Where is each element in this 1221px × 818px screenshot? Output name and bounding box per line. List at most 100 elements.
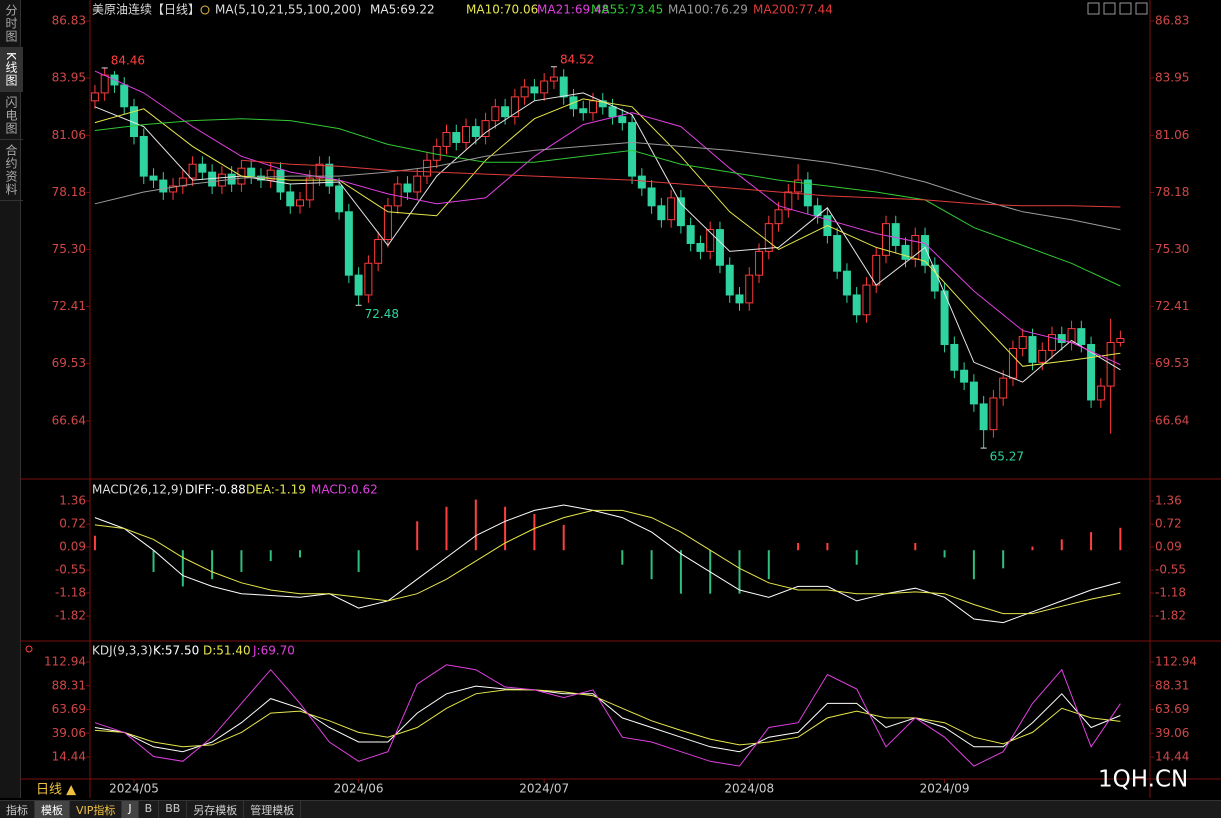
x-tick-label: 2024/06 [334, 782, 384, 796]
candle-body [950, 343, 959, 371]
candle-body [1087, 343, 1096, 401]
candle-body [383, 205, 392, 240]
sidebar: 分时图 K线图 闪电图 合约资料 [0, 0, 23, 798]
y-tick-label: 69.53 [52, 356, 86, 370]
candle-body [520, 86, 529, 98]
candle-body [159, 179, 168, 193]
series-line [94, 689, 1121, 748]
candle-body [198, 163, 207, 173]
legend-entry: MA100:76.29 [668, 3, 748, 17]
candle-body [999, 377, 1008, 399]
candle-body [706, 229, 715, 252]
icon[interactable] [1103, 2, 1116, 15]
y-tick-label: 39.06 [52, 726, 86, 740]
candle-body [325, 163, 334, 187]
side-tab[interactable]: 闪电图 [0, 92, 23, 140]
candle-body [715, 229, 724, 266]
y-tick-label: 0.72 [59, 517, 86, 531]
footer-tab[interactable]: 模板 [35, 801, 70, 818]
candle-body [442, 132, 451, 147]
series-line [94, 504, 1121, 624]
candle-body [735, 294, 744, 304]
y-tick-label: 66.64 [52, 413, 86, 427]
candle-body [725, 264, 734, 296]
series-line [94, 92, 1121, 383]
y-tick-label: -0.55 [55, 563, 86, 577]
candle-body [803, 179, 812, 207]
candle-body [169, 185, 178, 193]
y-tick-label: 75.30 [52, 242, 86, 256]
candle-body [901, 244, 910, 260]
legend-entry: DIFF:-0.88 [185, 483, 246, 497]
y-tick-label: 63.69 [52, 702, 86, 716]
y-tick-label: 86.83 [52, 14, 86, 28]
candle-body [1096, 385, 1105, 401]
series-line [94, 118, 1121, 287]
icon[interactable] [1119, 2, 1132, 15]
legend-entry: MA200:77.44 [753, 3, 833, 17]
candle-body [530, 86, 539, 94]
y-tick-label: 1.36 [59, 493, 86, 507]
side-tab[interactable]: K线图 [0, 48, 23, 92]
y-tick-label: 14.44 [1155, 750, 1189, 764]
toolbar-icons [1087, 2, 1148, 15]
candle-body [589, 100, 598, 114]
candle-body [344, 211, 353, 276]
y-tick-label: -1.82 [1155, 609, 1186, 623]
icon[interactable] [1135, 2, 1148, 15]
series-line [94, 509, 1121, 615]
y-tick-label: 88.31 [1155, 678, 1189, 692]
icon[interactable] [200, 5, 210, 15]
low-label: 65.27 [990, 450, 1024, 464]
y-tick-label: 81.06 [52, 128, 86, 142]
period[interactable]: 日线 ▲ [36, 783, 76, 798]
side-tab[interactable]: 分时图 [0, 0, 23, 48]
series-line [94, 98, 1121, 367]
icon[interactable] [25, 645, 33, 653]
candle-body [745, 274, 754, 304]
footer-tab[interactable]: 管理模板 [244, 801, 302, 818]
candle-body [1028, 336, 1037, 363]
icon[interactable] [1087, 2, 1100, 15]
candle-body [462, 126, 471, 143]
x-tick-label: 2024/07 [519, 782, 569, 796]
footer: 指标 模板 VIP指标 J B BB 另存模板 管理模板 [0, 800, 1221, 818]
candle-body [911, 235, 920, 260]
y-tick-label: 0.72 [1155, 517, 1182, 531]
candle-body [755, 250, 764, 276]
candle-body [471, 126, 480, 137]
candle-body [149, 175, 158, 181]
candle-body [774, 209, 783, 225]
legend-title: MACD(26,12,9) [92, 483, 183, 497]
candle-body [647, 187, 656, 207]
legend-entry: MA5:69.22 [370, 3, 435, 17]
footer-tab[interactable]: VIP指标 [70, 801, 123, 818]
footer-tab[interactable]: B [139, 801, 160, 818]
high-label: 84.52 [560, 52, 594, 66]
candle-body [657, 205, 666, 221]
candle-body [354, 274, 363, 296]
footer-tab[interactable]: 指标 [0, 801, 35, 818]
candle-body [579, 108, 588, 114]
side-tab[interactable]: 合约资料 [0, 140, 23, 201]
footer-tab[interactable]: 另存模板 [187, 801, 245, 818]
candle-body [374, 238, 383, 264]
y-tick-label: 86.83 [1155, 14, 1189, 28]
footer-tab[interactable]: J [122, 801, 139, 818]
candle-body [608, 106, 617, 118]
series-line [94, 664, 1121, 767]
legend-entry: K:57.50 [153, 644, 199, 658]
candle-body [510, 96, 519, 118]
candle-body [286, 191, 295, 207]
y-tick-label: 78.18 [52, 185, 86, 199]
candle-body [1048, 334, 1057, 351]
candle-body [403, 183, 412, 193]
y-tick-label: 0.09 [59, 539, 86, 553]
candle-body [1116, 338, 1125, 344]
candle-body [452, 132, 461, 143]
series-line [94, 685, 1121, 753]
candle-body [266, 169, 275, 181]
candle-body [188, 163, 197, 179]
footer-tab[interactable]: BB [159, 801, 188, 818]
